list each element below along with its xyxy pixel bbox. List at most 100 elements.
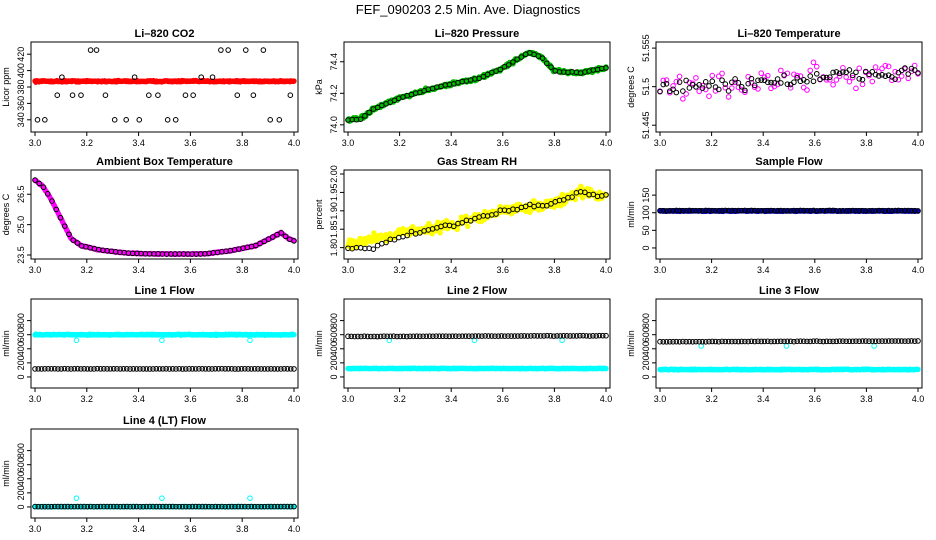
x-tick-label: 3.4 [445,394,458,404]
series-2 [73,495,253,501]
plot-frame [343,169,611,260]
x-tick-label: 3.8 [860,265,873,275]
data-point [764,72,771,79]
data-point [830,81,836,88]
data-point [282,233,289,240]
data-point [475,333,482,339]
y-tick-label: 600 [329,327,339,342]
data-point [64,503,71,510]
data-point [764,79,771,86]
data-point [361,333,368,340]
data-point [49,198,55,204]
x-tick-label: 4.0 [600,394,613,404]
data-point [146,503,153,510]
y-axis-label: Licor ppm [1,67,11,107]
y-axis-label: ml/min [314,330,324,357]
x-tick-label: 3.6 [497,265,510,275]
data-point [898,207,905,214]
data-point [87,366,94,372]
data-point [136,117,143,123]
data-point [120,503,127,510]
data-point [833,207,840,214]
x-tick-label: 3.8 [236,265,249,275]
data-point [859,207,866,214]
data-point [366,109,372,116]
data-point [531,332,537,339]
data-point [579,195,586,201]
data-point [261,503,268,510]
data-point [189,503,196,510]
data-point [882,62,889,69]
data-point [827,207,833,214]
chart-panel-4: Ambient Box Temperature degrees C 3.0 3.2 3.… [1,156,300,275]
data-point [885,207,892,214]
data-point [843,74,849,80]
data-point [159,337,165,344]
data-point [61,223,68,229]
data-point [44,191,51,197]
data-point [911,67,918,73]
chart-panel-1: Li–820 CO2 Licor ppm 3.0 3.2 3.4 3.6 3.8 4.0 340… [1,28,300,148]
series-2 [657,207,921,214]
x-tick-label: 4.0 [600,138,613,148]
y-tick-label: 400 [641,341,651,356]
data-point [528,333,534,339]
data-point [166,503,173,510]
series-3 [657,338,921,345]
x-tick-label: 3.0 [654,394,667,404]
data-point [150,503,156,510]
data-point [38,503,45,510]
data-point [159,495,165,501]
y-tick-label: 1.90 [329,202,339,220]
data-point [258,366,265,372]
data-point [859,338,866,344]
data-point [278,366,284,372]
x-tick-label: 3.0 [29,265,42,275]
data-point [560,332,567,339]
data-point [218,47,224,53]
data-point [281,503,287,510]
data-point [291,366,297,372]
y-tick-label: 0 [329,374,339,379]
data-point [693,75,699,81]
data-point [397,333,404,340]
data-point [123,503,130,510]
data-point [666,207,673,214]
data-point [101,503,107,510]
data-point [117,503,124,510]
x-tick-label: 3.6 [184,524,197,534]
data-point [689,207,696,214]
data-point [676,79,683,85]
data-point [794,338,800,345]
data-point [268,503,274,510]
data-point [889,338,895,344]
data-point [869,207,876,214]
data-point [742,338,748,345]
data-point [53,206,60,213]
data-point [876,73,882,79]
data-point [689,339,696,345]
series-1 [32,331,297,338]
data-point [794,75,800,81]
data-point [856,65,863,72]
data-point [840,338,846,344]
data-point [550,333,557,339]
x-tick-label: 3.2 [705,138,718,148]
series-2 [34,47,294,123]
series-3 [32,365,297,372]
data-point [774,76,781,82]
y-tick-label: 150 [641,188,651,203]
data-point [755,77,761,84]
data-point [205,503,212,510]
data-point [190,92,196,98]
data-point [420,333,426,340]
x-tick-label: 3.2 [393,394,406,404]
data-point [554,333,560,339]
data-point [895,338,902,344]
data-point [143,366,150,372]
data-point [732,338,738,345]
data-point [54,92,61,98]
data-point [771,80,778,86]
data-point [51,503,58,510]
data-point [493,211,499,217]
